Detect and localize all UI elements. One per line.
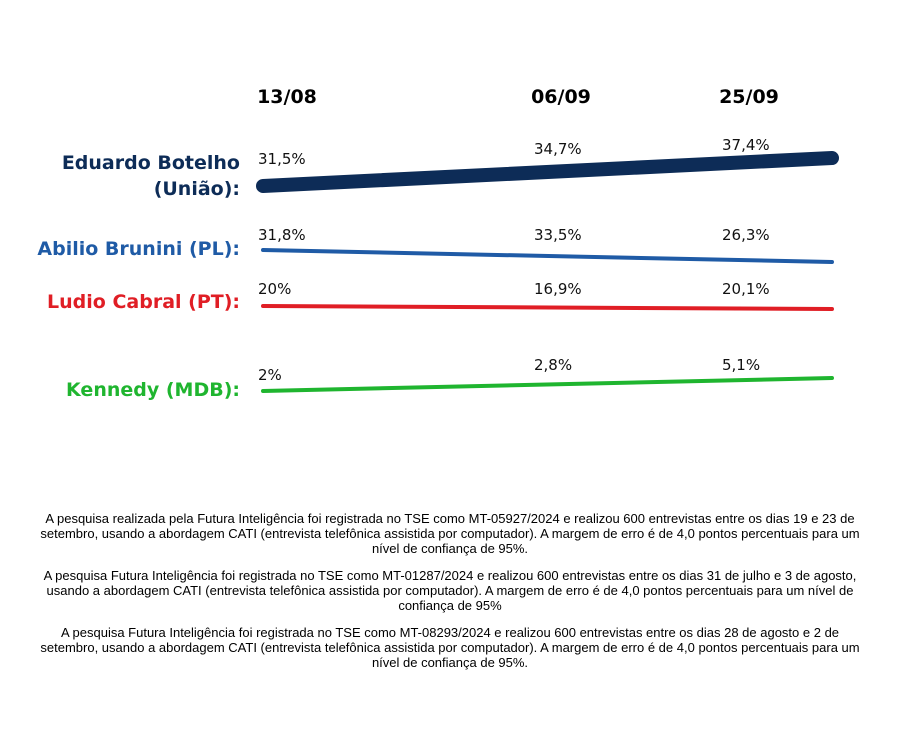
series-name: Abilio Brunini (PL): bbox=[37, 236, 240, 262]
data-label: 20,1% bbox=[722, 280, 770, 298]
note-2: A pesquisa Futura Inteligência foi regis… bbox=[43, 568, 857, 613]
data-label: 26,3% bbox=[722, 226, 770, 244]
note-1: A pesquisa realizada pela Futura Intelig… bbox=[40, 511, 860, 556]
data-label: 34,7% bbox=[534, 140, 582, 158]
data-label: 31,8% bbox=[258, 226, 306, 244]
series-name: Ludio Cabral (PT): bbox=[47, 289, 240, 315]
data-label: 20% bbox=[258, 280, 292, 298]
data-label: 16,9% bbox=[534, 280, 582, 298]
data-label: 5,1% bbox=[722, 356, 761, 374]
date-label: 06/09 bbox=[531, 86, 591, 108]
series-name-line: Kennedy (MDB): bbox=[66, 379, 240, 401]
date-label: 25/09 bbox=[719, 86, 779, 108]
data-label: 2% bbox=[258, 366, 282, 384]
data-label: 31,5% bbox=[258, 150, 306, 168]
series-line bbox=[261, 248, 834, 264]
series-name-line: Abilio Brunini (PL): bbox=[37, 238, 240, 260]
series-name-line: (União): bbox=[153, 178, 240, 200]
note-3: A pesquisa Futura Inteligência foi regis… bbox=[40, 625, 860, 670]
data-label: 2,8% bbox=[534, 356, 573, 374]
data-label: 37,4% bbox=[722, 136, 770, 154]
series-name-line: Eduardo Botelho bbox=[61, 152, 240, 174]
date-label: 13/08 bbox=[257, 86, 317, 108]
series-name: Eduardo Botelho (União): bbox=[62, 150, 240, 202]
series-line bbox=[261, 376, 834, 393]
series-name: Kennedy (MDB): bbox=[66, 377, 240, 403]
series-line bbox=[261, 304, 834, 311]
methodology-notes: A pesquisa realizada pela Futura Intelig… bbox=[40, 511, 860, 682]
series-name-line: Ludio Cabral (PT): bbox=[47, 291, 240, 313]
data-label: 33,5% bbox=[534, 226, 582, 244]
series-line bbox=[256, 151, 839, 193]
